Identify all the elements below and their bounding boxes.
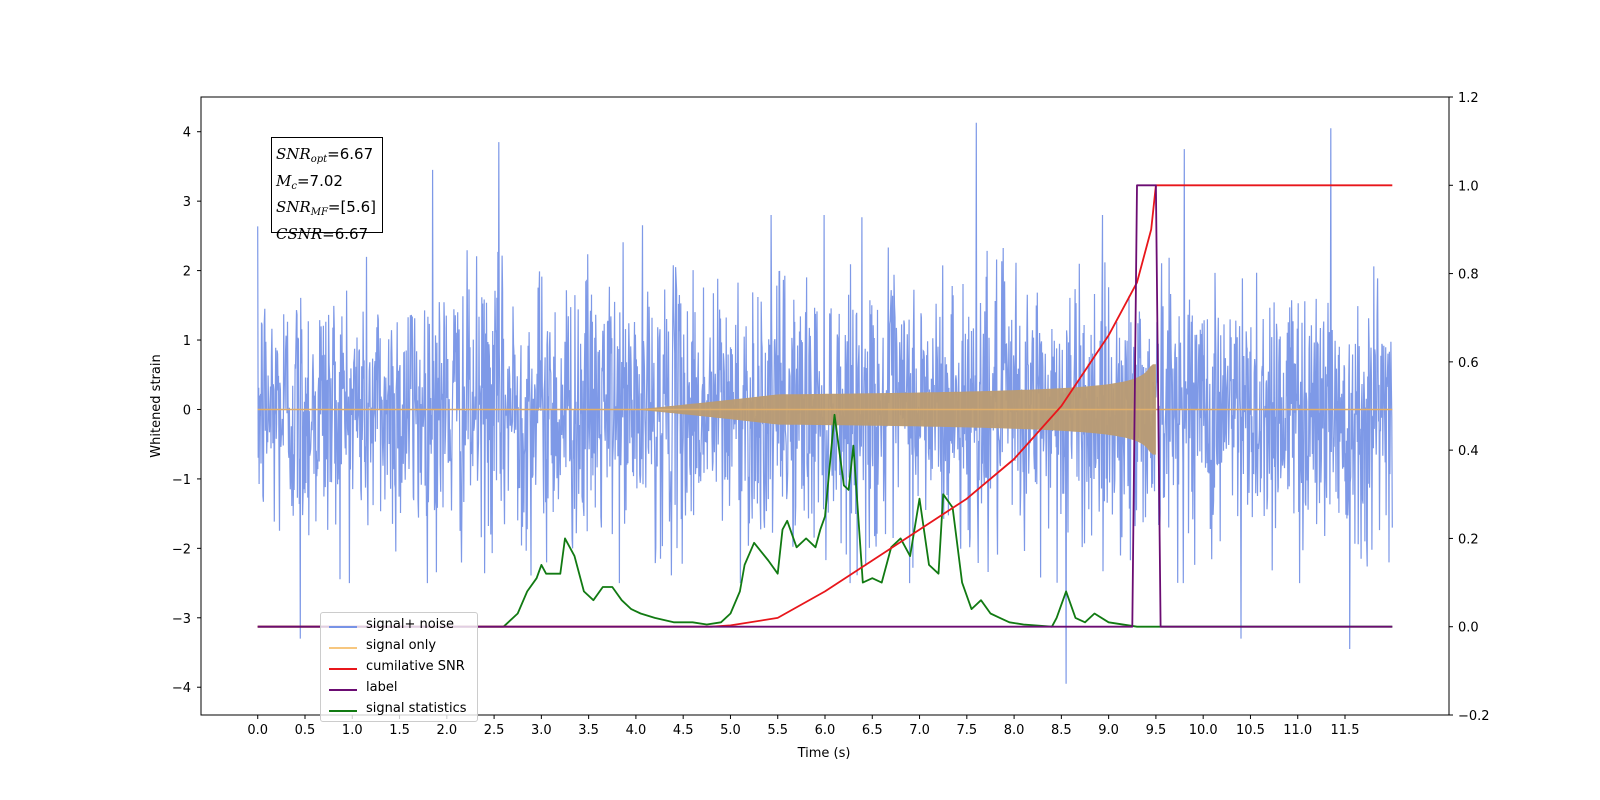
x-tick-label: 5.5 [767, 723, 788, 738]
y2-tick-label: −0.2 [1458, 709, 1490, 724]
y2-tick-label: 0.6 [1458, 356, 1479, 371]
series-cumulative-snr [257, 184, 1393, 628]
x-tick-label: 7.0 [909, 723, 930, 738]
legend-label: signal+ noise [366, 617, 455, 632]
legend-item-label: label [321, 679, 477, 700]
y-tick-label: 3 [183, 195, 191, 210]
snr-mf-subscript: MF [310, 207, 328, 218]
snr-opt-subscript: opt [310, 154, 328, 165]
x-tick-label: 5.0 [720, 723, 741, 738]
x-axis-ticks: 0.0 0.5 1.0 1.5 2.0 2.5 3.0 3.5 4.0 4.5 5.0 5.5 6.0 6… [247, 715, 1359, 738]
y2-tick-label: 1.2 [1458, 91, 1479, 106]
snr-opt-symbol: SNR [276, 145, 311, 163]
y-tick-label: 2 [183, 265, 191, 280]
snr-mf-value: =[5.6] [327, 198, 377, 216]
x-tick-label: 2.0 [436, 723, 457, 738]
csnr-value: =6.67 [322, 224, 369, 243]
right-axis-lines-layer [257, 184, 1393, 628]
x-tick-label: 1.5 [389, 723, 410, 738]
y-tick-label: −1 [172, 473, 191, 488]
x-tick-label: 11.0 [1283, 723, 1312, 738]
x-tick-label: 8.0 [1004, 723, 1025, 738]
snr-annotation-box: SNRopt=6.67 Mc=7.02 SNRMF=[5.6] CSNR=6.6… [271, 137, 383, 243]
snr-mf-symbol: SNR [276, 198, 311, 216]
x-tick-label: 10.0 [1189, 723, 1218, 738]
x-tick-label: 8.5 [1051, 723, 1072, 738]
x-tick-label: 3.0 [531, 723, 552, 738]
y2-tick-label: 0.4 [1458, 444, 1479, 459]
x-tick-label: 6.0 [815, 723, 836, 738]
legend-label: signal statistics [366, 701, 467, 716]
mc-value: =7.02 [296, 171, 343, 190]
legend-swatch [329, 689, 357, 691]
signal-only-layer [257, 364, 1393, 455]
legend-item-signal-statistics: signal statistics [321, 700, 477, 721]
y2-tick-label: 1.0 [1458, 179, 1479, 194]
x-tick-label: 10.5 [1236, 723, 1265, 738]
legend-swatch [329, 647, 357, 649]
legend-swatch [329, 710, 357, 712]
mc-subscript: c [291, 180, 297, 192]
snr-opt-value: =6.67 [327, 145, 374, 163]
series-label [257, 184, 1393, 628]
x-tick-label: 0.0 [247, 723, 268, 738]
y-tick-label: 4 [183, 126, 191, 141]
mc-line: Mc=7.02 [276, 171, 378, 198]
y-tick-label: −2 [172, 542, 191, 557]
legend-label: cumilative SNR [366, 659, 465, 674]
x-tick-label: 4.5 [673, 723, 694, 738]
snr-opt-line: SNRopt=6.67 [276, 144, 378, 171]
x-tick-label: 6.5 [862, 723, 883, 738]
x-axis-label: Time (s) [797, 746, 851, 761]
series-signal-statistics [257, 413, 1393, 628]
x-tick-label: 11.5 [1331, 723, 1360, 738]
legend-item-cumulative-snr: cumilative SNR [321, 658, 477, 679]
y2-tick-label: 0.2 [1458, 532, 1479, 547]
y-tick-label: −3 [172, 612, 191, 627]
legend-swatch [329, 668, 357, 670]
legend-item-signal-noise: signal+ noise [321, 616, 477, 637]
x-tick-label: 4.0 [626, 723, 647, 738]
x-tick-label: 1.0 [342, 723, 363, 738]
y-tick-label: 0 [183, 403, 191, 418]
x-tick-label: 7.5 [956, 723, 977, 738]
x-tick-label: 9.5 [1146, 723, 1167, 738]
legend: signal+ noise signal only cumilative SNR… [320, 612, 478, 722]
y2-tick-label: 0.0 [1458, 621, 1479, 636]
signal-noise-layer [257, 122, 1393, 684]
y-tick-label: −4 [172, 681, 191, 696]
y-tick-label: 1 [183, 334, 191, 349]
y-axis-ticks: −4 −3 −2 −1 0 1 2 3 4 [172, 126, 201, 696]
legend-label: signal only [366, 638, 437, 653]
y2-axis-ticks: −0.2 0.0 0.2 0.4 0.6 0.8 1.0 1.2 [1449, 91, 1490, 724]
csnr-symbol: CSNR [276, 224, 323, 243]
legend-label: label [366, 680, 398, 695]
mc-symbol: M [276, 171, 292, 190]
x-tick-label: 3.5 [578, 723, 599, 738]
x-tick-label: 0.5 [295, 723, 316, 738]
y2-tick-label: 0.8 [1458, 268, 1479, 283]
series-signal-noise [257, 122, 1393, 684]
csnr-line: CSNR=6.67 [276, 224, 378, 245]
x-tick-label: 9.0 [1098, 723, 1119, 738]
snr-mf-line: SNRMF=[5.6] [276, 197, 378, 224]
legend-item-signal-only: signal only [321, 637, 477, 658]
x-tick-label: 2.5 [484, 723, 505, 738]
y-axis-label: Whitened strain [149, 354, 164, 457]
legend-swatch [329, 626, 357, 628]
